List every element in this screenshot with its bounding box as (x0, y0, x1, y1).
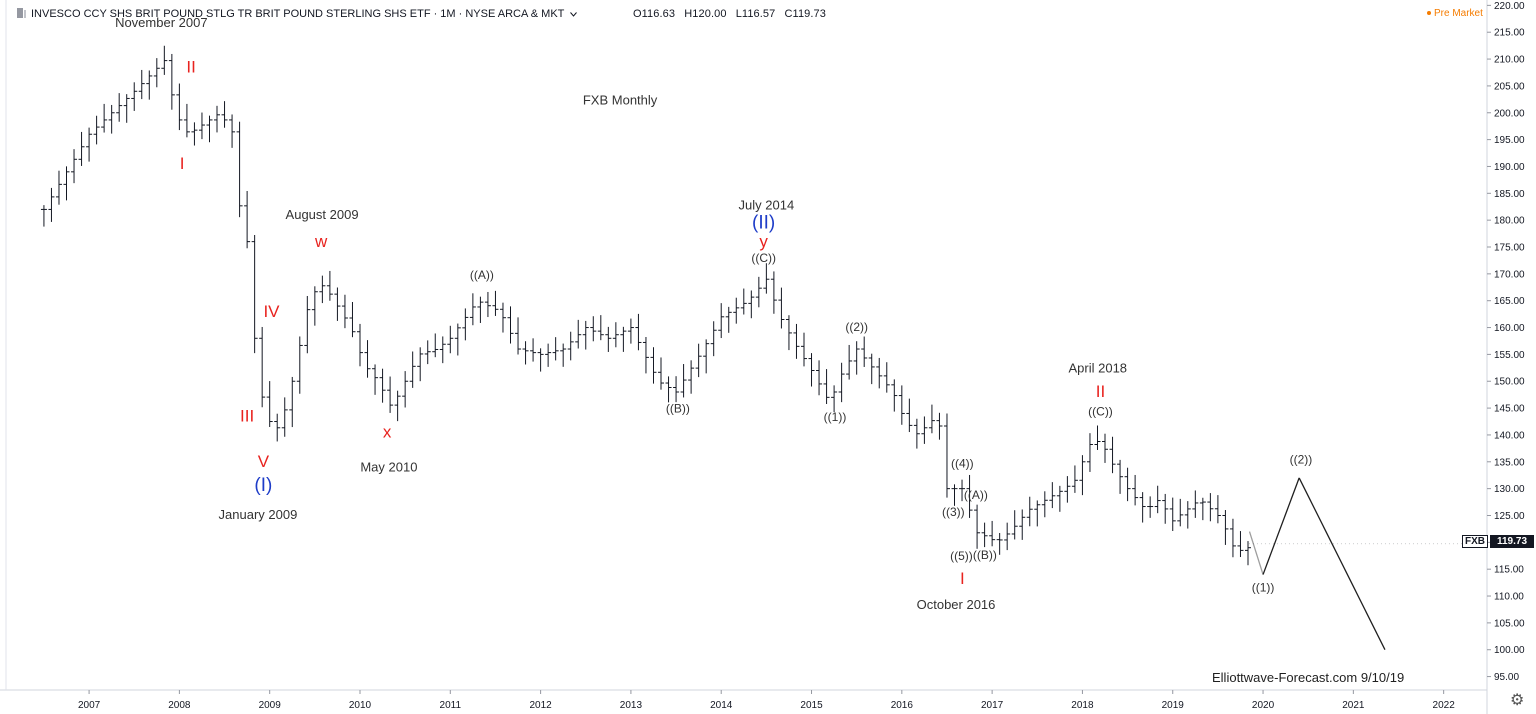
price-tag-symbol: FXB (1462, 535, 1488, 548)
y-tick-label: 130.00 (1494, 484, 1525, 495)
wave-label: ((B)) (666, 401, 690, 415)
wave-label: ((A)) (470, 268, 494, 282)
wave-label: IV (263, 302, 280, 321)
wave-label: I (960, 569, 965, 588)
y-tick-label: 105.00 (1494, 618, 1525, 629)
y-tick-label: 135.00 (1494, 457, 1525, 468)
wave-label: III (240, 407, 254, 426)
symbol-description[interactable]: INVESCO CCY SHS BRIT POUND STLG TR BRIT … (31, 8, 578, 20)
y-tick-label: 100.00 (1494, 645, 1525, 656)
x-tick-label: 2007 (78, 700, 101, 711)
y-tick-label: 200.00 (1494, 108, 1525, 119)
x-tick-label: 2018 (1071, 700, 1094, 711)
wave-label: I (180, 154, 185, 173)
y-tick-label: 195.00 (1494, 135, 1525, 146)
wave-label: November 2007 (115, 15, 208, 30)
high-value: H120.00 (684, 8, 727, 20)
wave-label: ((C)) (1088, 405, 1113, 419)
y-tick-label: 110.00 (1494, 592, 1524, 603)
y-tick-label: 215.00 (1494, 28, 1525, 39)
x-tick-label: 2012 (529, 700, 552, 711)
wave-label: y (759, 232, 768, 251)
wave-label: ((1)) (824, 410, 847, 424)
wave-label: ((2)) (1290, 452, 1313, 466)
y-tick-label: 150.00 (1494, 377, 1525, 388)
wave-label: V (258, 452, 270, 471)
y-tick-label: 165.00 (1494, 296, 1525, 307)
wave-label: ((5)) (950, 549, 973, 563)
wave-label: II (1096, 382, 1105, 401)
x-tick-label: 2013 (620, 700, 643, 711)
wave-label: FXB Monthly (583, 93, 658, 108)
y-tick-label: 210.00 (1494, 55, 1525, 66)
projection-line (1298, 477, 1386, 651)
gear-icon[interactable]: ⚙ (1510, 692, 1525, 709)
close-value: C119.73 (784, 8, 826, 20)
wave-label: x (383, 423, 392, 442)
x-tick-label: 2020 (1252, 700, 1275, 711)
wave-label: ((1)) (1252, 581, 1275, 595)
low-value: L116.57 (735, 8, 776, 20)
pre-market-label: Pre Market (1434, 8, 1483, 19)
y-tick-label: 205.00 (1494, 81, 1525, 92)
wave-label: ((4)) (951, 457, 974, 471)
y-tick-label: 160.00 (1494, 323, 1525, 334)
wave-label: August 2009 (286, 207, 359, 222)
x-tick-label: 2014 (710, 700, 733, 711)
pre-market-badge[interactable]: Pre Market (1427, 8, 1483, 19)
wave-label: April 2018 (1069, 361, 1128, 376)
x-tick-label: 2010 (349, 700, 372, 711)
x-tick-label: 2016 (891, 700, 914, 711)
chart-header: INVESCO CCY SHS BRIT POUND STLG TR BRIT … (0, 0, 1487, 28)
wave-label: July 2014 (739, 197, 795, 212)
wave-label: January 2009 (219, 507, 298, 522)
y-tick-label: 140.00 (1494, 430, 1525, 441)
wave-label: (II) (752, 213, 775, 234)
wave-label: w (314, 232, 328, 251)
ohlc-values: O116.63 H120.00 L116.57 C119.73 (633, 8, 832, 20)
open-value: O116.63 (633, 8, 676, 20)
y-tick-label: 180.00 (1494, 216, 1525, 227)
x-tick-label: 2017 (981, 700, 1004, 711)
pre-market-dot-icon (1427, 11, 1431, 16)
y-tick-label: 220.00 (1494, 1, 1525, 12)
price-tag-value: 119.73 (1490, 535, 1534, 548)
y-tick-label: 170.00 (1494, 269, 1525, 280)
x-tick-label: 2011 (440, 700, 462, 711)
y-tick-label: 115.00 (1494, 565, 1524, 576)
wave-label: II (186, 57, 195, 76)
wave-label: ((A)) (964, 488, 988, 502)
x-tick-label: 2021 (1342, 700, 1365, 711)
y-tick-label: 155.00 (1494, 350, 1525, 361)
wave-label: October 2016 (917, 597, 996, 612)
projection-line (1248, 531, 1264, 575)
y-tick-label: 145.00 (1494, 404, 1525, 415)
x-tick-label: 2008 (168, 700, 191, 711)
wave-label: ((3)) (942, 505, 965, 519)
watermark-text: Elliottwave-Forecast.com 9/10/19 (1212, 670, 1404, 685)
wave-label: ((2)) (845, 320, 868, 334)
logo-icon (17, 8, 26, 18)
y-tick-label: 175.00 (1494, 243, 1525, 254)
y-tick-label: 185.00 (1494, 189, 1525, 200)
wave-label: ((C)) (751, 251, 776, 265)
y-tick-label: 95.00 (1494, 672, 1519, 683)
x-tick-label: 2015 (800, 700, 823, 711)
y-tick-label: 125.00 (1494, 511, 1525, 522)
y-tick-label: 190.00 (1494, 162, 1525, 173)
wave-label: May 2010 (360, 459, 417, 474)
x-tick-label: 2022 (1433, 700, 1456, 711)
x-tick-label: 2019 (1162, 700, 1185, 711)
projection-line (1262, 477, 1300, 575)
wave-label: ((B)) (973, 548, 997, 562)
wave-label: (I) (254, 475, 272, 496)
symbol-line: INVESCO CCY SHS BRIT POUND STLG TR BRIT … (31, 8, 565, 20)
chevron-down-icon[interactable] (570, 11, 578, 17)
x-tick-label: 2009 (259, 700, 282, 711)
